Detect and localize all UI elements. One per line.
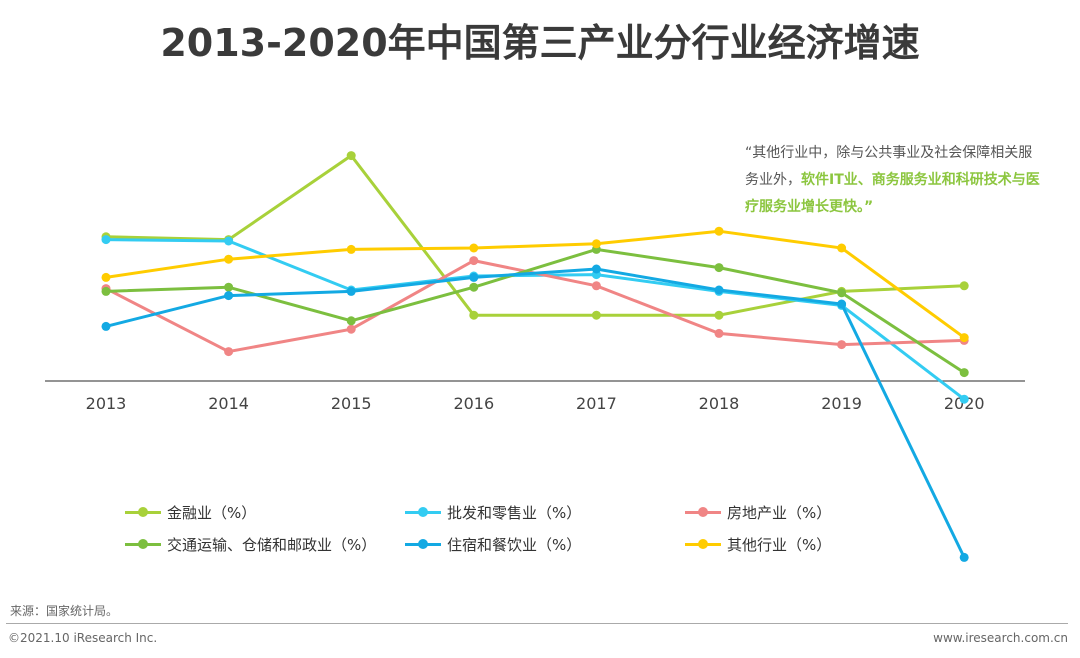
legend-marker [405, 507, 441, 517]
data-point [591, 281, 601, 291]
data-point [837, 288, 847, 298]
data-point [224, 347, 234, 357]
data-point [346, 316, 356, 326]
data-point [591, 310, 601, 320]
data-point [224, 282, 234, 292]
x-tick-label: 2019 [821, 394, 862, 413]
annotation: “其他行业中，除与公共事业及社会保障相关服务业外，软件IT业、商务服务业和科研技… [745, 140, 1045, 221]
legend-item: 其他行业（%） [685, 534, 831, 555]
data-point [224, 236, 234, 246]
data-point [469, 256, 479, 266]
x-tick-label: 2013 [86, 394, 127, 413]
legend-label: 住宿和餐饮业（%） [447, 536, 582, 554]
legend-item: 金融业（%） [125, 502, 256, 523]
legend-marker [405, 539, 441, 549]
legend-marker [125, 507, 161, 517]
website: www.iresearch.com.cn [933, 631, 1068, 645]
data-point [346, 286, 356, 296]
annotation-text: “其他行业中，除与公共事业及社会保障相关服务业外， [745, 145, 1033, 188]
x-tick-label: 2014 [208, 394, 249, 413]
data-point [959, 281, 969, 291]
series-line [105, 247, 966, 374]
legend-label: 金融业（%） [167, 504, 257, 522]
data-point [714, 226, 724, 236]
annotation-highlight: 软件IT业、商务服务业和科研技术与医疗服务业增长更快。” [745, 172, 1040, 215]
data-point [469, 272, 479, 282]
data-point [591, 264, 601, 274]
data-point [959, 394, 969, 404]
source-note: 来源：国家统计局。 [10, 604, 119, 618]
legend-item: 房地产业（%） [685, 502, 831, 523]
x-tick-label: 2018 [699, 394, 740, 413]
data-point [959, 333, 969, 343]
legend-label: 交通运输、仓储和邮政业（%） [167, 536, 377, 554]
data-point [959, 552, 969, 562]
data-point [346, 151, 356, 161]
data-point [837, 299, 847, 309]
data-point [714, 285, 724, 295]
legend-label: 批发和零售业（%） [447, 504, 582, 522]
data-point [591, 239, 601, 249]
legend-item: 交通运输、仓储和邮政业（%） [125, 534, 376, 555]
divider [6, 623, 1068, 624]
chart-title: 2013-2020年中国第三产业分行业经济增速 [160, 21, 920, 65]
series-line [105, 229, 966, 339]
copyright: ©2021.10 iResearch Inc. [8, 631, 158, 645]
legend-item: 住宿和餐饮业（%） [405, 534, 581, 555]
data-point [714, 263, 724, 273]
x-tick-label: 2017 [576, 394, 617, 413]
data-point [469, 243, 479, 253]
data-point [346, 244, 356, 254]
legend-label: 其他行业（%） [727, 536, 832, 554]
data-point [714, 310, 724, 320]
series-line [105, 267, 966, 559]
x-tick-label: 2015 [331, 394, 372, 413]
x-tick-label: 2016 [453, 394, 494, 413]
data-point [959, 368, 969, 378]
series-line [105, 153, 965, 317]
data-point [101, 321, 111, 331]
line-chart: 20132014201520162017201820192020 [45, 151, 1025, 562]
data-point [714, 328, 724, 338]
data-point [469, 310, 479, 320]
data-point [837, 243, 847, 253]
data-point [101, 235, 111, 245]
data-point [837, 340, 847, 350]
legend-marker [685, 507, 721, 517]
data-point [469, 282, 479, 292]
legend-item: 批发和零售业（%） [405, 502, 581, 523]
series-line [105, 238, 966, 401]
data-point [101, 286, 111, 296]
legend-marker [125, 539, 161, 549]
data-point [224, 254, 234, 264]
data-point [224, 291, 234, 301]
legend-marker [685, 539, 721, 549]
data-point [101, 272, 111, 282]
data-point [346, 324, 356, 334]
legend-label: 房地产业（%） [727, 504, 832, 522]
